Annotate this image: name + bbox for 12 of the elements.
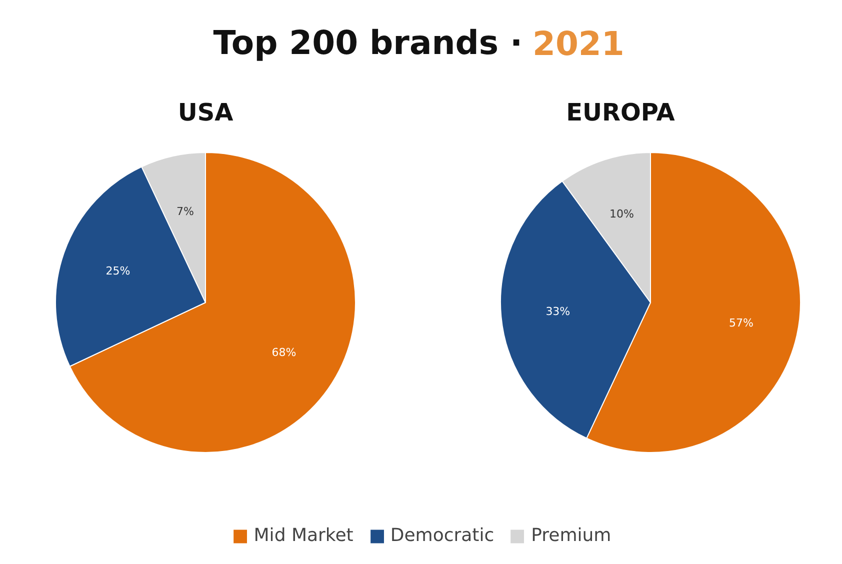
- data-label: 68%: [272, 346, 296, 359]
- chart-subtitle: EUROPA: [566, 98, 676, 126]
- chart-subtitle: USA: [178, 98, 234, 126]
- data-label: 57%: [729, 316, 754, 330]
- legend-label: Premium: [531, 525, 612, 546]
- data-label: 10%: [610, 208, 634, 221]
- data-label: 25%: [106, 264, 130, 278]
- legend-label: Mid Market: [254, 525, 354, 546]
- data-label: 33%: [546, 304, 570, 318]
- data-label: 7%: [176, 205, 194, 218]
- legend-label: Democratic: [390, 525, 494, 546]
- chart-title: Top 200 brands · 2021: [213, 23, 624, 63]
